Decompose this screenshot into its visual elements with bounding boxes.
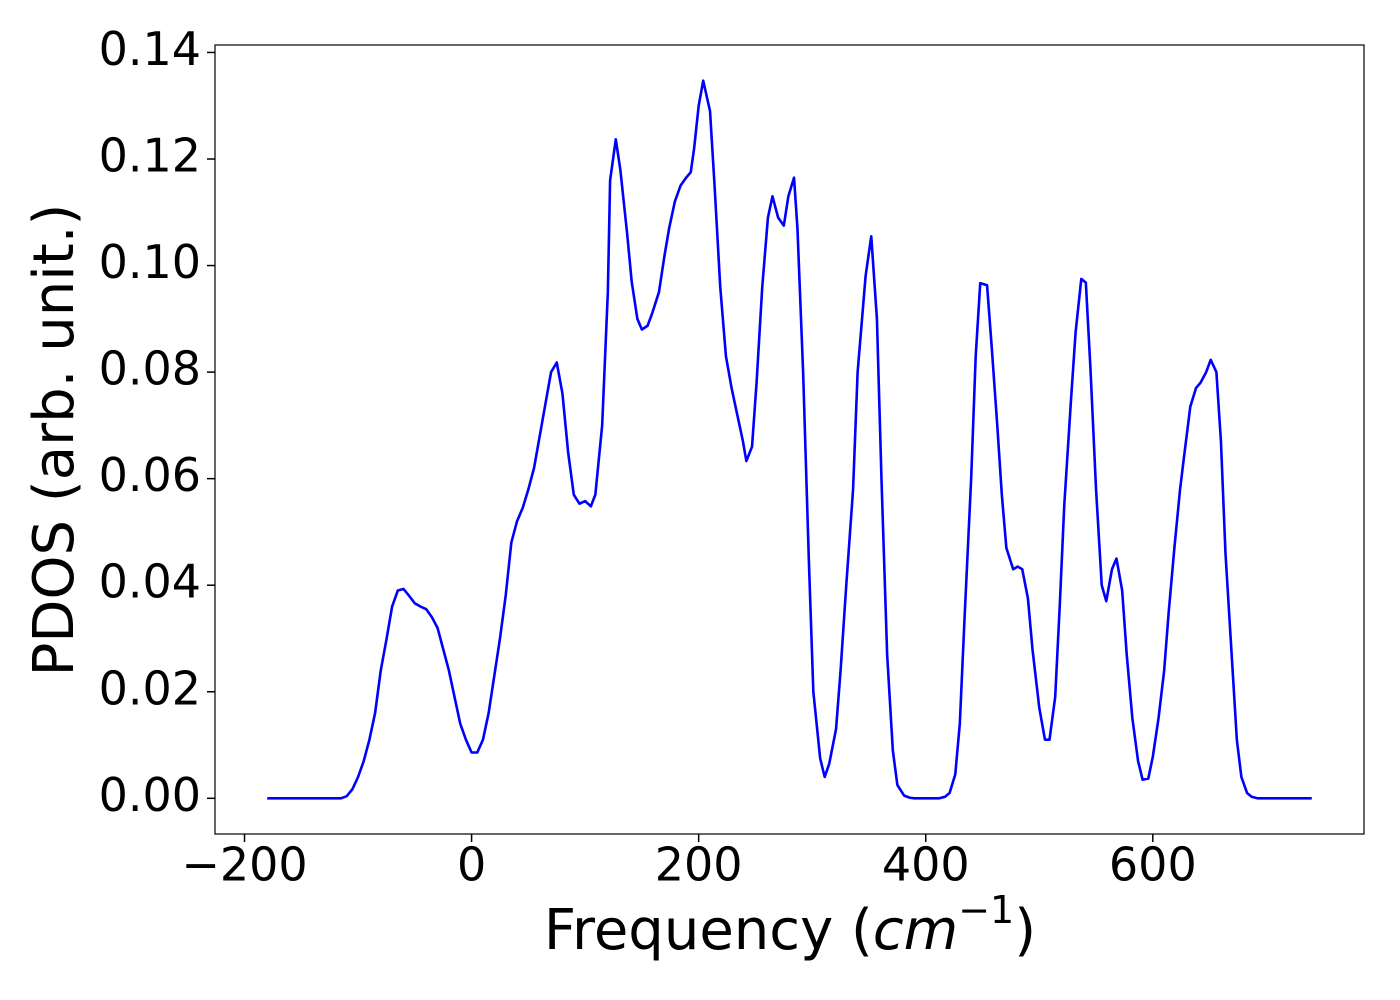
y-tick-label: 0.04	[99, 555, 201, 609]
y-tick-label: 0.00	[99, 768, 201, 822]
y-tick-label: 0.08	[99, 342, 201, 396]
x-label-unit: cm	[873, 898, 958, 963]
x-label-exponent: −1	[958, 888, 1014, 932]
y-axis-label: PDOS (arb. unit.)	[22, 204, 87, 677]
y-tick-label: 0.10	[99, 235, 201, 289]
y-tick-label: 0.12	[99, 129, 201, 183]
y-tick-label: 0.02	[99, 661, 201, 715]
x-tick-label: 0	[457, 838, 486, 892]
x-label-text: Frequency (	[544, 898, 873, 963]
x-tick-label: 400	[882, 838, 970, 892]
x-tick-label: 200	[655, 838, 743, 892]
x-tick-label: 600	[1109, 838, 1197, 892]
plot-frame	[214, 44, 1365, 835]
data-line	[267, 79, 1312, 800]
x-label-end: )	[1014, 898, 1036, 963]
x-axis-label: Frequency (cm−1)	[544, 888, 1036, 964]
y-tick-label: 0.14	[99, 22, 201, 76]
y-tick-label: 0.06	[99, 448, 201, 502]
x-tick-label: −200	[181, 838, 307, 892]
